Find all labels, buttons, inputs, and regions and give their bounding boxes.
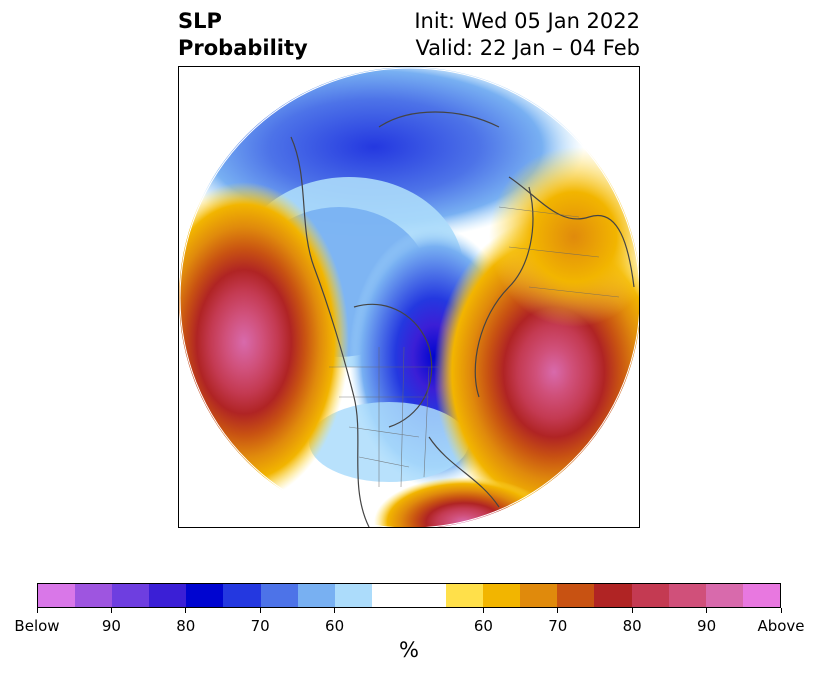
- title-variable: SLP: [178, 9, 222, 33]
- colorbar-segment: [149, 584, 187, 607]
- colorbar-segment: [557, 584, 595, 607]
- polar-map: [178, 66, 640, 528]
- colorbar-segment: [742, 584, 780, 607]
- colorbar-segment: [408, 584, 447, 607]
- colorbar-tick-label: 90: [101, 617, 121, 635]
- colorbar-tick-label: 70: [548, 617, 568, 635]
- colorbar-tick: [631, 608, 633, 613]
- colorbar-tick: [706, 608, 708, 613]
- colorbar-tick-label: Below: [14, 617, 60, 635]
- borders: [329, 206, 620, 488]
- colorbar-segment: [112, 584, 150, 607]
- colorbar-segment: [371, 584, 409, 607]
- colorbar-tick: [482, 608, 484, 613]
- init-date: Init: Wed 05 Jan 2022: [414, 9, 640, 33]
- colorbar-segment: [705, 584, 743, 607]
- colorbar-tick: [110, 608, 112, 613]
- colorbar-tick-label: 60: [473, 617, 493, 635]
- colorbar-tick-label: 70: [250, 617, 270, 635]
- colorbar-segment: [483, 584, 521, 607]
- colorbar-tick: [185, 608, 187, 613]
- colorbar-segment: [75, 584, 113, 607]
- colorbar-tick-label: 90: [697, 617, 717, 635]
- colorbar-tick: [259, 608, 261, 613]
- colorbar-segment: [334, 584, 372, 607]
- colorbar-segment: [594, 584, 632, 607]
- colorbar-segment: [520, 584, 558, 607]
- colorbar-unit: %: [399, 638, 419, 662]
- colorbar-segment: [668, 584, 706, 607]
- colorbar-tick: [557, 608, 559, 613]
- colorbar-segment: [631, 584, 669, 607]
- colorbar-segment: [223, 584, 261, 607]
- colorbar-segment: [446, 584, 484, 607]
- colorbar-tick-label: 80: [622, 617, 642, 635]
- colorbar-segment: [260, 584, 298, 607]
- coastlines: [290, 111, 635, 527]
- colorbar: [37, 583, 781, 608]
- map-title: SLP Probability: [178, 8, 308, 62]
- colorbar-tick-label: Above: [757, 617, 805, 635]
- colorbar-segment: [297, 584, 335, 607]
- probability-field: [179, 67, 639, 527]
- colorbar-tick: [36, 608, 38, 613]
- colorbar-tick-label: 60: [325, 617, 345, 635]
- colorbar-segment: [186, 584, 224, 607]
- colorbar-tick: [780, 608, 782, 613]
- valid-range: Valid: 22 Jan – 04 Feb: [415, 36, 640, 60]
- map-dates: Init: Wed 05 Jan 2022 Valid: 22 Jan – 04…: [414, 8, 640, 62]
- colorbar-segment: [38, 584, 76, 607]
- colorbar-tick-label: 80: [176, 617, 196, 635]
- title-subtitle: Probability: [178, 36, 308, 60]
- colorbar-tick: [334, 608, 336, 613]
